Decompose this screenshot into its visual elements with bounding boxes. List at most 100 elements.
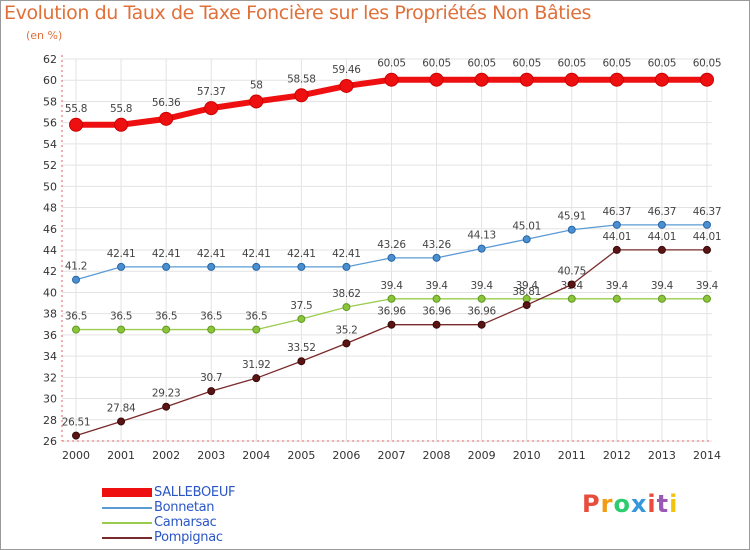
data-label: 60.05 xyxy=(557,58,586,70)
data-label: 38.62 xyxy=(332,288,361,300)
data-point xyxy=(252,374,261,383)
data-point xyxy=(477,294,486,303)
data-label: 36.96 xyxy=(422,306,451,318)
proxiti-logo: Proxiti xyxy=(582,490,678,518)
data-label: 59.46 xyxy=(332,64,361,76)
data-label: 55.8 xyxy=(65,103,87,115)
data-point xyxy=(387,253,396,262)
data-point xyxy=(567,294,576,303)
logo-letter: i xyxy=(669,490,679,518)
data-point xyxy=(162,262,171,271)
x-tick-label: 2000 xyxy=(62,449,90,462)
y-tick-label: 40 xyxy=(43,286,57,299)
data-label: 36.5 xyxy=(110,311,132,323)
data-point xyxy=(294,88,309,103)
data-point xyxy=(342,339,351,348)
data-point xyxy=(162,402,171,411)
data-label: 36.96 xyxy=(377,306,406,318)
data-label: 42.41 xyxy=(107,248,136,260)
data-label: 39.4 xyxy=(696,280,719,292)
data-point xyxy=(72,325,80,334)
data-label: 46.37 xyxy=(648,206,677,218)
data-label: 33.52 xyxy=(287,342,316,354)
legend-swatch-camarsac xyxy=(102,522,152,524)
data-label: 30.7 xyxy=(200,372,222,384)
data-label: 31.92 xyxy=(242,359,271,371)
data-point xyxy=(159,111,174,126)
data-point xyxy=(387,320,396,329)
logo-letter: r xyxy=(600,490,614,518)
y-tick-label: 34 xyxy=(43,350,57,363)
y-tick-label: 48 xyxy=(43,202,57,215)
y-tick-label: 60 xyxy=(43,74,57,87)
data-label: 46.37 xyxy=(693,206,722,218)
data-point xyxy=(297,314,306,323)
y-tick-label: 30 xyxy=(43,393,57,406)
legend-swatch-bonnetan xyxy=(102,507,152,509)
data-label: 27.84 xyxy=(107,402,136,414)
data-label: 44.01 xyxy=(693,231,722,243)
data-point xyxy=(432,320,441,329)
y-tick-label: 54 xyxy=(43,138,57,151)
y-tick-label: 36 xyxy=(43,329,57,342)
data-label: 29.23 xyxy=(152,388,181,400)
x-tick-label: 2005 xyxy=(287,449,315,462)
data-point xyxy=(72,275,80,284)
logo-letter: t xyxy=(656,490,670,518)
y-tick-label: 28 xyxy=(43,414,57,427)
data-label: 40.75 xyxy=(557,265,586,277)
logo-letter: P xyxy=(582,490,601,518)
data-label: 43.26 xyxy=(422,239,451,251)
x-tick-label: 2014 xyxy=(693,449,721,462)
data-label: 44.01 xyxy=(603,231,632,243)
data-label: 36.5 xyxy=(200,311,222,323)
y-tick-label: 26 xyxy=(43,435,57,448)
data-point xyxy=(252,325,261,334)
legend-label-salleboeuf: SALLEBOEUF xyxy=(154,485,236,500)
data-point xyxy=(114,117,129,132)
legend-swatch-salleboeuf xyxy=(102,488,152,497)
data-label: 60.05 xyxy=(512,58,541,70)
data-label: 39.4 xyxy=(471,280,494,292)
data-point xyxy=(72,431,80,440)
y-tick-label: 46 xyxy=(43,223,57,236)
legend-swatch-pompignac xyxy=(102,537,152,539)
data-point xyxy=(522,301,531,310)
data-label: 60.05 xyxy=(648,58,677,70)
data-label: 36.5 xyxy=(245,311,267,323)
x-tick-label: 2007 xyxy=(377,449,405,462)
data-point xyxy=(519,72,534,87)
x-tick-label: 2008 xyxy=(423,449,451,462)
y-tick-label: 52 xyxy=(43,159,57,172)
data-point xyxy=(612,220,621,229)
y-tick-label: 42 xyxy=(43,265,57,278)
data-label: 58 xyxy=(250,79,263,91)
data-point xyxy=(297,357,306,366)
data-point xyxy=(117,417,126,426)
chart-title: Evolution du Taux de Taxe Foncière sur l… xyxy=(4,2,592,24)
data-label: 46.37 xyxy=(603,206,632,218)
data-point xyxy=(657,245,666,254)
legend-item-camarsac: Camarsac xyxy=(102,515,282,532)
data-point xyxy=(297,262,306,271)
data-label: 60.05 xyxy=(377,58,406,70)
data-point xyxy=(567,225,576,234)
data-point xyxy=(207,262,216,271)
data-label: 38.81 xyxy=(512,286,541,298)
data-point xyxy=(432,294,441,303)
data-label: 42.41 xyxy=(287,248,316,260)
data-label: 58.58 xyxy=(287,73,316,85)
data-point xyxy=(384,72,399,87)
legend: SALLEBOEUF Bonnetan Camarsac Pompignac xyxy=(102,485,282,547)
data-label: 39.4 xyxy=(380,280,403,292)
data-label: 36.96 xyxy=(467,306,496,318)
data-point xyxy=(387,294,396,303)
data-point xyxy=(249,94,264,109)
data-point xyxy=(609,72,624,87)
data-label: 39.4 xyxy=(651,280,674,292)
data-label: 45.91 xyxy=(557,211,586,223)
data-label: 42.41 xyxy=(242,248,271,260)
data-label: 42.41 xyxy=(152,248,181,260)
legend-item-salleboeuf: SALLEBOEUF xyxy=(102,485,282,502)
